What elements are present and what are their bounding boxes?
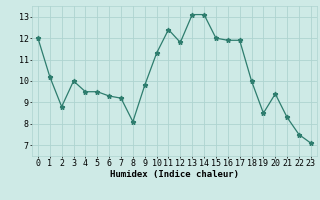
X-axis label: Humidex (Indice chaleur): Humidex (Indice chaleur) bbox=[110, 170, 239, 179]
